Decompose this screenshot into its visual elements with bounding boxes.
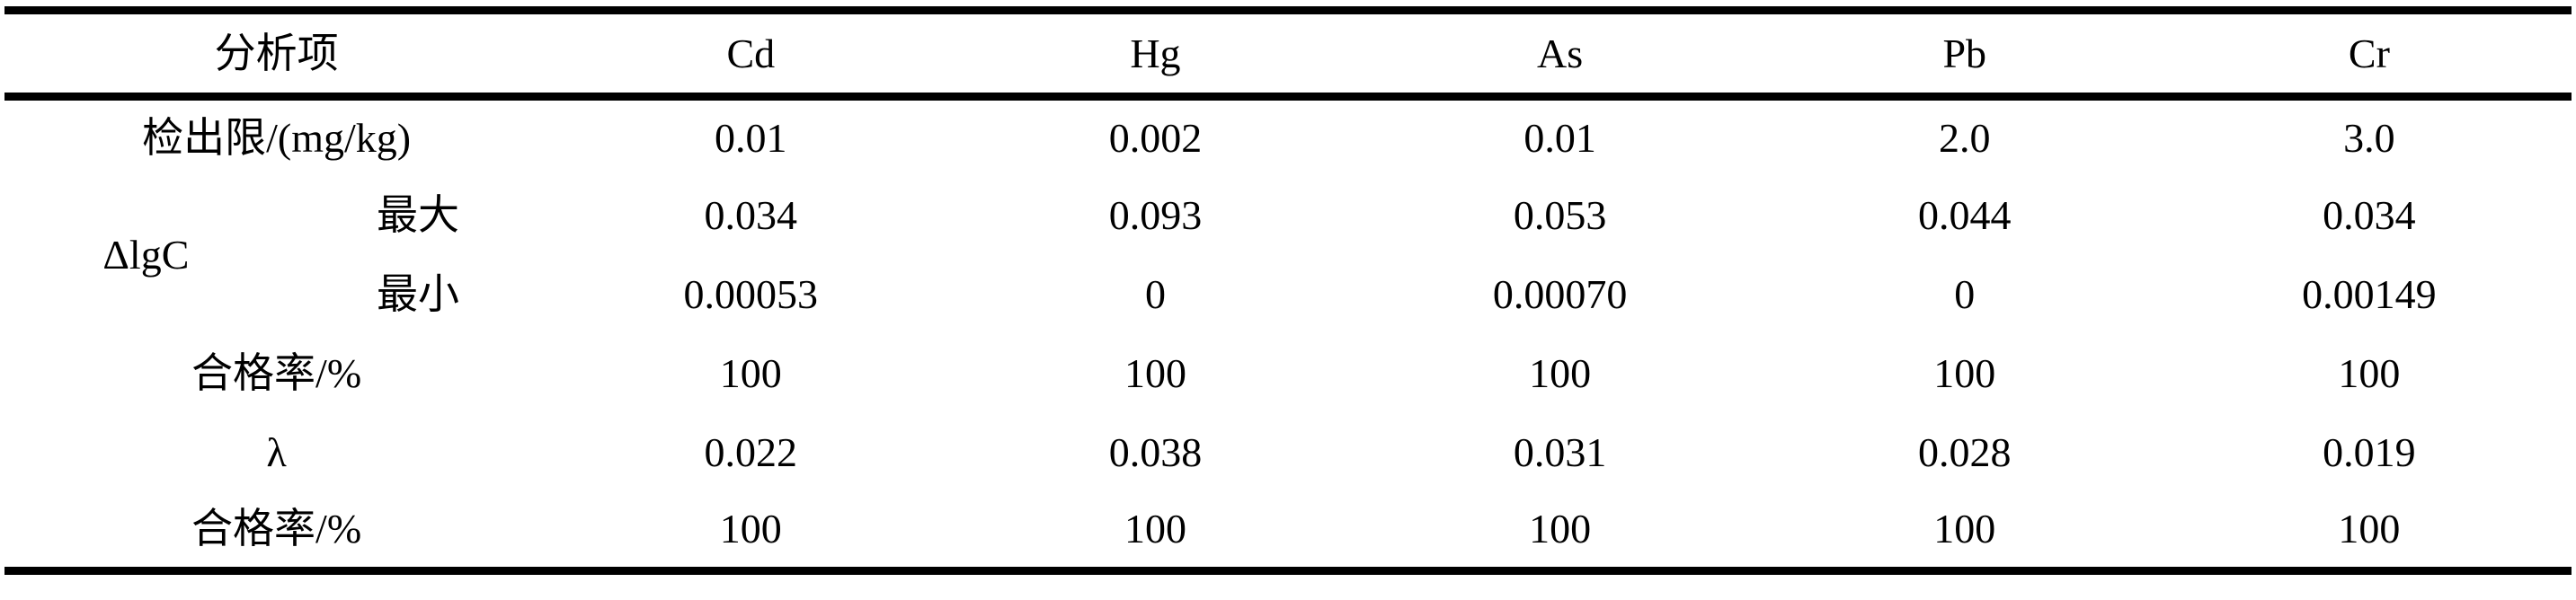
cell-pass-rate2-pb: 100 [1933,506,1996,552]
col-header-cd: Cd [726,30,776,76]
cell-delta-max-hg: 0.093 [1108,191,1203,238]
cell-pass-rate2-cr: 100 [2338,506,2401,552]
cell-detection-limit-hg: 0.002 [1108,114,1203,161]
cell-lambda-cd: 0.022 [704,428,798,475]
cell-delta-min-pb: 0 [1954,270,1976,317]
cell-pass-rate1-cr: 100 [2338,349,2401,396]
cell-delta-min-hg: 0 [1144,270,1166,317]
col-header-cr: Cr [2348,30,2390,76]
table-row-lambda: λ 0.022 0.038 0.031 0.028 0.019 [4,413,2572,492]
col-header-pb: Pb [1942,30,1987,76]
cell-delta-max-cd: 0.034 [704,191,798,238]
cell-pass-rate2-cd: 100 [719,506,782,552]
delta-lgc-split: ΔlgC 最大 最小 [4,176,548,334]
cell-lambda-as: 0.031 [1513,428,1607,475]
cell-lambda-cr: 0.019 [2323,428,2416,475]
table-row-pass-rate-2: 合格率/% 100 100 100 100 100 [4,492,2572,571]
cell-pass-rate1-pb: 100 [1933,349,1996,396]
col-header-analysis-item: 分析项 [214,30,339,76]
delta-lgc-sub-labels: 最大 最小 [288,176,548,334]
cell-delta-min-cd: 0.00053 [683,270,819,317]
row-label-lambda: λ [266,428,287,475]
col-header-as: As [1537,30,1584,76]
cell-delta-min-cr: 0.00149 [2302,270,2437,317]
row-label-detection-limit: 检出限/(mg/kg) [142,114,412,161]
delta-lgc-group-label: ΔlgC [102,231,190,278]
delta-lgc-group-cell: ΔlgC 最大 最小 [4,176,548,334]
row-label-pass-rate-1: 合格率/% [191,349,362,396]
col-header-hg: Hg [1130,30,1181,76]
row-label-pass-rate-2: 合格率/% [191,506,362,552]
table-row-delta-lgc-max: ΔlgC 最大 最小 0.034 0.093 0.053 0.044 0.034 [4,176,2572,314]
cell-detection-limit-cr: 3.0 [2343,114,2395,161]
cell-pass-rate1-hg: 100 [1124,349,1186,396]
row-label-min: 最小 [376,270,459,317]
cell-pass-rate2-hg: 100 [1124,506,1186,552]
cell-delta-min-as: 0.00070 [1492,270,1628,317]
table-row-delta-lgc-min: 0.00053 0 0.00070 0 0.00149 [4,255,2572,334]
table-row-pass-rate-1: 合格率/% 100 100 100 100 100 [4,334,2572,413]
cell-delta-max-as: 0.053 [1513,191,1607,238]
cell-pass-rate2-as: 100 [1529,506,1592,552]
cell-pass-rate1-cd: 100 [719,349,782,396]
cell-lambda-hg: 0.038 [1108,428,1203,475]
cell-detection-limit-cd: 0.01 [715,114,787,161]
cell-delta-max-pb: 0.044 [1918,191,2012,238]
cell-delta-max-cr: 0.034 [2323,191,2416,238]
row-label-max: 最大 [376,191,459,238]
analysis-results-table: 分析项 Cd Hg As Pb Cr 检出限/(mg/kg) 0.01 0.00… [4,6,2572,575]
cell-detection-limit-pb: 2.0 [1939,114,1991,161]
table-row-detection-limit: 检出限/(mg/kg) 0.01 0.002 0.01 2.0 3.0 [4,97,2572,176]
cell-lambda-pb: 0.028 [1918,428,2012,475]
header-row: 分析项 Cd Hg As Pb Cr [4,11,2572,97]
cell-pass-rate1-as: 100 [1529,349,1592,396]
cell-detection-limit-as: 0.01 [1523,114,1596,161]
